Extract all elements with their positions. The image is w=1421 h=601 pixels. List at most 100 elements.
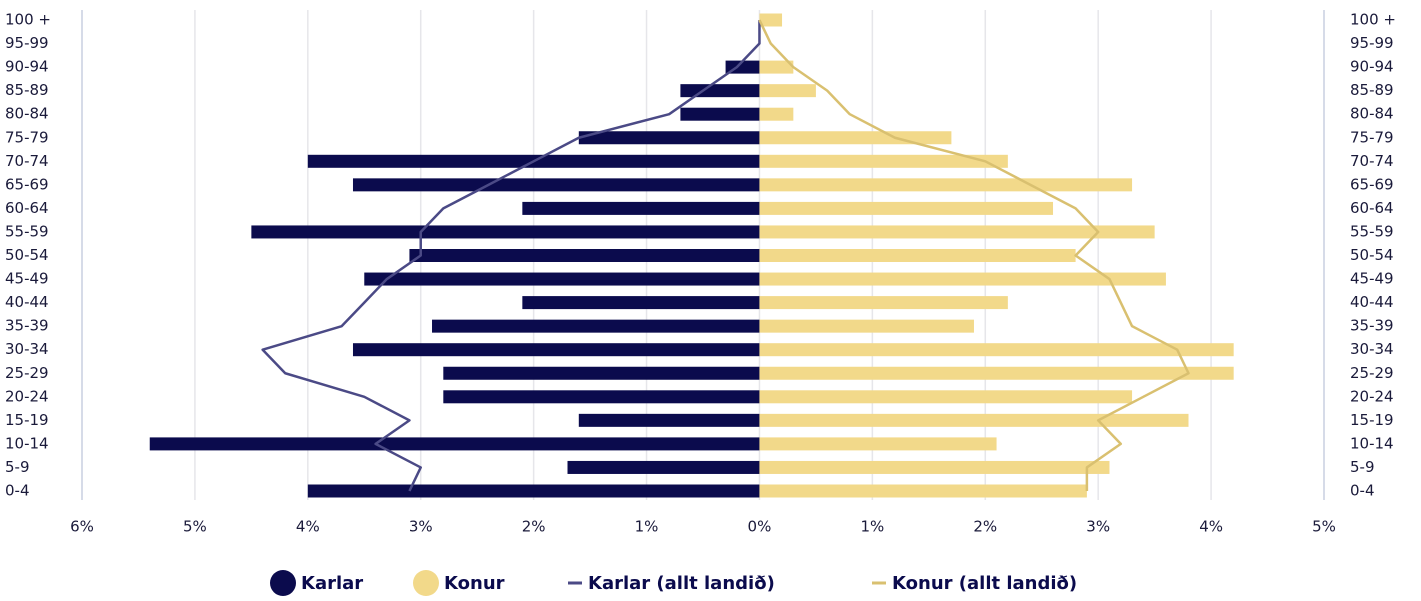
bar	[443, 390, 760, 404]
bar	[352, 178, 760, 192]
line	[758, 19, 1190, 491]
bar	[759, 437, 997, 451]
bar	[759, 343, 1234, 357]
bar	[307, 484, 760, 498]
x-tick-label: 1%	[860, 518, 884, 536]
x-tick-label: 4%	[1199, 518, 1223, 536]
legend-label: Konur (allt landið)	[892, 573, 1077, 594]
bar	[759, 390, 1133, 404]
y-tick-label: 20-24	[1350, 387, 1394, 405]
y-tick-label: 10-14	[1350, 434, 1394, 452]
bar	[759, 84, 816, 98]
y-tick-label: 75-79	[5, 128, 49, 146]
y-tick-label: 100 +	[5, 11, 51, 29]
y-tick-label: 5-9	[1350, 458, 1375, 476]
y-tick-label: 55-59	[5, 222, 49, 240]
y-tick-label: 75-79	[1350, 128, 1394, 146]
y-tick-label: 80-84	[5, 105, 49, 123]
bar	[149, 437, 760, 451]
y-tick-label: 5-9	[5, 458, 30, 476]
legend-label: Konur	[444, 573, 505, 594]
y-tick-label: 25-29	[1350, 364, 1394, 382]
x-tick-label: 3%	[1086, 518, 1110, 536]
y-tick-label: 50-54	[1350, 246, 1394, 264]
bar	[759, 154, 1008, 168]
x-tick-label: 0%	[748, 518, 772, 536]
legend-label: Karlar (allt landið)	[588, 573, 775, 594]
bar	[680, 84, 760, 98]
y-tick-label: 85-89	[5, 81, 49, 99]
y-tick-label: 15-19	[1350, 411, 1394, 429]
bar	[759, 178, 1133, 192]
y-tick-label: 95-99	[1350, 34, 1394, 52]
y-tick-label: 50-54	[5, 246, 49, 264]
x-tick-label: 4%	[296, 518, 320, 536]
y-tick-label: 25-29	[5, 364, 49, 382]
legend-swatch	[413, 570, 439, 596]
y-tick-label: 40-44	[5, 293, 49, 311]
bar	[522, 201, 760, 215]
y-tick-label: 20-24	[5, 387, 49, 405]
y-tick-label: 70-74	[5, 152, 49, 170]
legend-swatch	[270, 570, 296, 596]
y-tick-label: 70-74	[1350, 152, 1394, 170]
y-tick-label: 55-59	[1350, 222, 1394, 240]
y-tick-label: 45-49	[5, 270, 49, 288]
bar	[680, 107, 760, 121]
bar	[578, 413, 760, 427]
bar	[759, 201, 1054, 215]
bar	[759, 13, 783, 27]
y-tick-label: 45-49	[1350, 270, 1394, 288]
bar	[759, 225, 1155, 239]
x-tick-label: 5%	[183, 518, 207, 536]
bar	[251, 225, 760, 239]
y-tick-label: 100 +	[1350, 11, 1396, 29]
bar	[578, 131, 760, 145]
bar	[759, 319, 974, 333]
y-tick-label: 90-94	[1350, 58, 1394, 76]
legend-label: Karlar	[301, 573, 363, 594]
bar	[759, 484, 1087, 498]
y-tick-label: 80-84	[1350, 105, 1394, 123]
y-tick-label: 65-69	[5, 175, 49, 193]
bar	[443, 366, 760, 380]
bar	[567, 460, 760, 474]
bar	[432, 319, 760, 333]
bar	[759, 249, 1076, 262]
y-tick-label: 30-34	[1350, 340, 1394, 358]
bar	[759, 296, 1008, 310]
y-tick-label: 60-64	[1350, 199, 1394, 217]
x-tick-label: 5%	[1312, 518, 1336, 536]
x-tick-label: 2%	[973, 518, 997, 536]
y-tick-label: 0-4	[5, 482, 30, 500]
bar	[522, 296, 760, 310]
x-tick-label: 3%	[409, 518, 433, 536]
bar	[364, 272, 760, 286]
bar	[759, 413, 1189, 427]
y-tick-label: 15-19	[5, 411, 49, 429]
bar	[759, 131, 952, 145]
y-tick-label: 40-44	[1350, 293, 1394, 311]
bar	[409, 249, 760, 262]
bar	[759, 60, 794, 74]
y-tick-label: 30-34	[5, 340, 49, 358]
bar	[759, 366, 1234, 380]
x-tick-label: 1%	[635, 518, 659, 536]
bar	[759, 460, 1110, 474]
y-tick-label: 0-4	[1350, 482, 1375, 500]
bar	[759, 107, 794, 121]
y-tick-label: 65-69	[1350, 175, 1394, 193]
y-tick-label: 85-89	[1350, 81, 1394, 99]
x-tick-label: 2%	[522, 518, 546, 536]
bar	[759, 272, 1166, 286]
line	[261, 20, 761, 492]
y-tick-label: 35-39	[1350, 317, 1394, 335]
y-tick-label: 10-14	[5, 434, 49, 452]
x-tick-label: 6%	[70, 518, 94, 536]
y-tick-label: 35-39	[5, 317, 49, 335]
y-tick-label: 95-99	[5, 34, 49, 52]
bar	[352, 343, 760, 357]
y-tick-label: 60-64	[5, 199, 49, 217]
y-tick-label: 90-94	[5, 58, 49, 76]
